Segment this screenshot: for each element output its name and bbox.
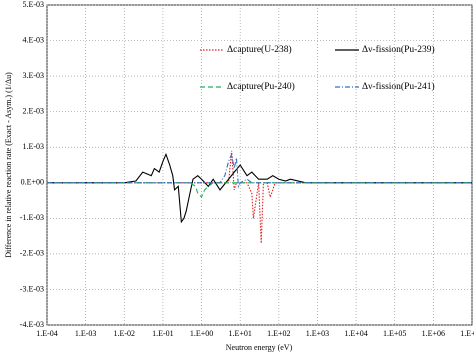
data-line xyxy=(47,182,472,198)
y-tick-label: -2.E-03 xyxy=(20,249,44,258)
y-tick-label: -1.E-03 xyxy=(20,213,44,222)
y-tick-label: 1.E-03 xyxy=(22,142,44,151)
legend-label: Δcapture(U-238) xyxy=(227,44,292,55)
data-line xyxy=(47,152,472,224)
x-tick-label: 1.E+03 xyxy=(306,329,329,338)
x-tick-label: 1.E+02 xyxy=(267,329,290,338)
x-tick-label: 1.E+00 xyxy=(190,329,213,338)
y-tick-label: -3.E-03 xyxy=(20,284,44,293)
data-line xyxy=(47,152,472,189)
x-tick-label: 1.E+04 xyxy=(344,329,367,338)
x-tick-label: 1.E-01 xyxy=(152,329,174,338)
legend-label: Δν-fission(Pu-241) xyxy=(362,81,435,92)
y-tick-label: 5.E-03 xyxy=(22,0,44,9)
x-tick-label: 1.E+01 xyxy=(228,329,251,338)
y-axis-label: Difference in relative reaction rate (Ex… xyxy=(4,72,13,258)
y-tick-label: 2.E-03 xyxy=(22,106,44,115)
x-tick-label: 1.E-02 xyxy=(113,329,135,338)
x-tick-label: 1.E+05 xyxy=(383,329,406,338)
legend-label: Δν-fission(Pu-239) xyxy=(362,44,435,55)
x-tick-label: 1.E+07 xyxy=(460,329,474,338)
y-tick-label: 3.E-03 xyxy=(22,71,44,80)
y-tick-label: 4.E-03 xyxy=(22,35,44,44)
plot-area xyxy=(46,4,473,326)
x-tick-label: 1.E-03 xyxy=(75,329,97,338)
x-axis-label: Neutron energy (eV) xyxy=(226,343,293,352)
legend-label: Δcapture(Pu-240) xyxy=(227,81,295,92)
y-tick-label: 0.E+00 xyxy=(21,178,44,187)
y-tick-label: -4.E-03 xyxy=(20,320,44,329)
x-tick-label: 1.E-04 xyxy=(36,329,58,338)
x-tick-label: 1.E+06 xyxy=(422,329,445,338)
